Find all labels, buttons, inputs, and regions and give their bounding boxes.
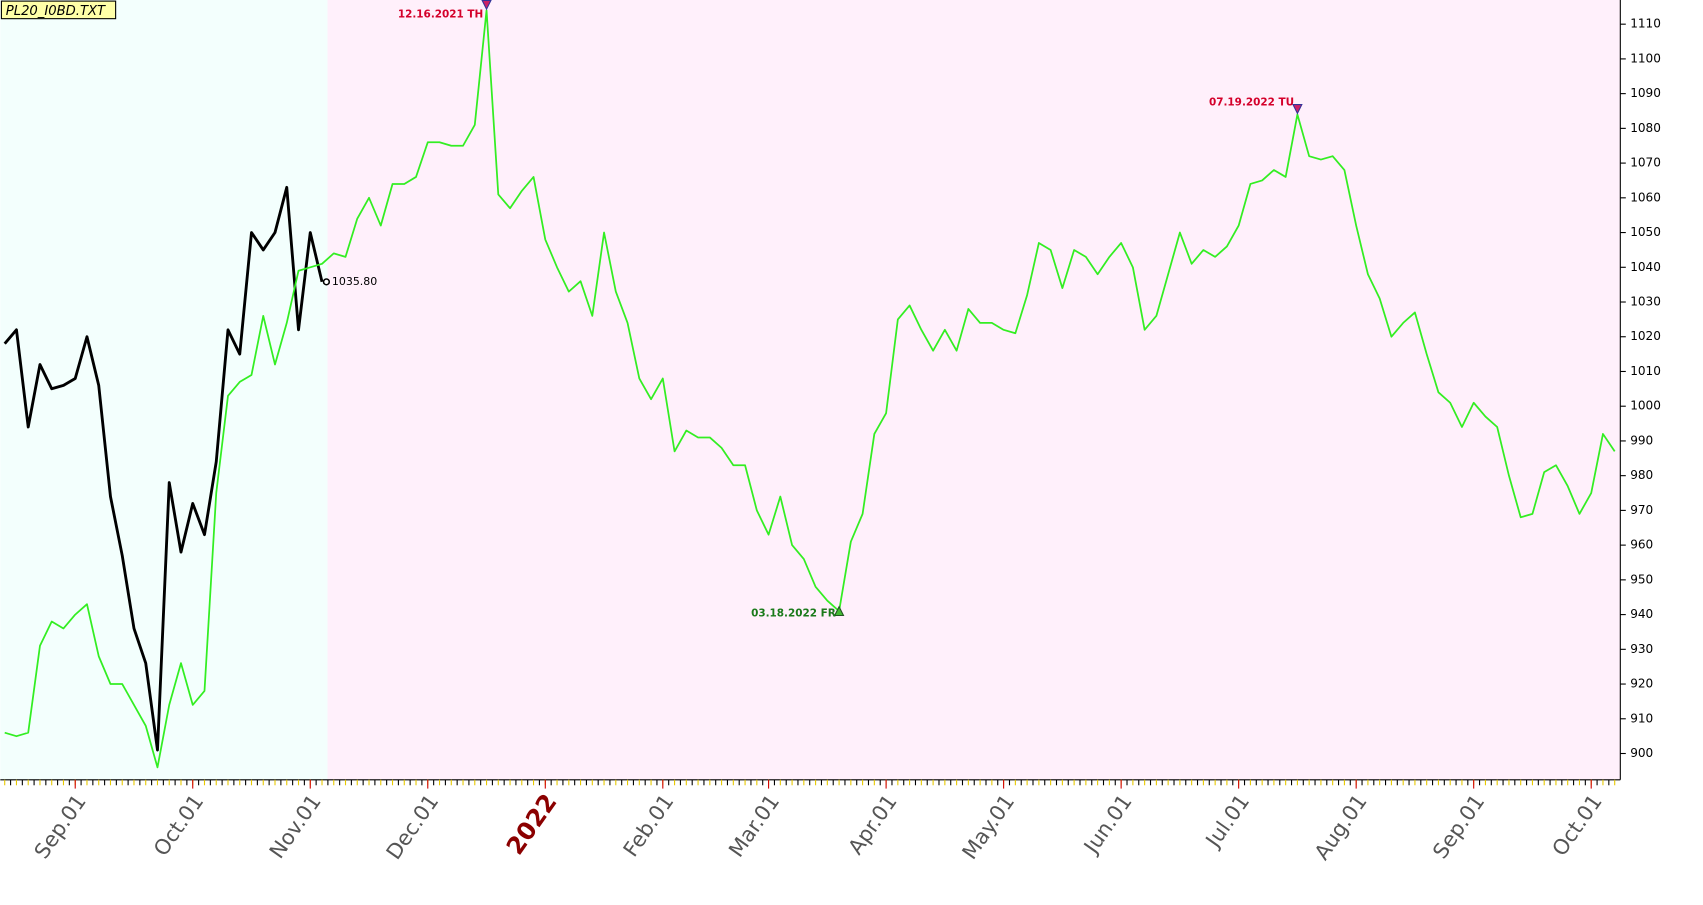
y-tick-label: 1030	[1630, 295, 1661, 309]
y-tick-label: 1050	[1630, 225, 1661, 239]
y-tick-label: 920	[1630, 677, 1653, 691]
x-tick-label: May.01	[957, 790, 1019, 864]
turn-marker	[833, 605, 845, 617]
x-tick-label: Oct.01	[149, 790, 208, 860]
y-tick-label: 1070	[1630, 156, 1661, 170]
x-tick-label: Nov.01	[265, 790, 326, 863]
x-tick-label: Sep.01	[30, 790, 91, 863]
end-point	[322, 278, 331, 286]
y-tick-label: 1100	[1630, 51, 1661, 65]
y-tick-label: 940	[1630, 607, 1653, 621]
y-tick-label: 1110	[1630, 17, 1661, 31]
x-tick-label: Apr.01	[843, 790, 901, 859]
y-tick-label: 1020	[1630, 329, 1661, 343]
y-tick-label: 930	[1630, 642, 1653, 656]
x-tick-label: Oct.01	[1547, 790, 1606, 860]
projection-region	[327, 0, 1621, 780]
series-line	[4, 9, 1616, 769]
background	[0, 0, 1621, 780]
history-region	[0, 0, 328, 780]
x-tick-label: Jul.01	[1200, 790, 1254, 853]
x-year-label: 2022	[501, 789, 563, 860]
x-tick-label: Sep.01	[1428, 790, 1489, 863]
title-box	[0, 0, 117, 20]
turn-marker	[481, 0, 492, 11]
x-tick-label: Aug.01	[1310, 790, 1372, 864]
x-tick-label: Feb.01	[619, 790, 679, 861]
series-line	[3, 185, 324, 752]
y-tick-label: 970	[1630, 503, 1653, 517]
turn-label: 12.16.2021 TH	[398, 8, 483, 20]
y-tick-label: 1010	[1630, 364, 1661, 378]
x-tick-label: Dec.01	[382, 790, 444, 864]
chart-title: PL20_I0BD.TXT	[6, 4, 106, 19]
y-tick-label: 1080	[1630, 121, 1661, 135]
x-tick-label: Mar.01	[724, 790, 784, 862]
turn-label: 07.19.2022 TU	[1209, 96, 1294, 108]
x-tick-label: Jun.01	[1078, 790, 1137, 859]
y-tick-label: 990	[1630, 433, 1653, 447]
turn-label: 03.18.2022 FR	[751, 607, 836, 619]
y-tick-label: 950	[1630, 572, 1653, 586]
value-label: 1035.80	[332, 275, 377, 288]
turn-marker	[1292, 104, 1303, 115]
y-tick-label: 960	[1630, 538, 1653, 552]
y-tick-label: 910	[1630, 711, 1653, 725]
y-tick-label: 980	[1630, 468, 1653, 482]
y-tick-label: 1090	[1630, 86, 1661, 100]
y-tick-label: 1040	[1630, 260, 1661, 274]
y-tick-label: 1000	[1630, 399, 1661, 413]
y-tick-label: 1060	[1630, 190, 1661, 204]
y-tick-label: 900	[1630, 746, 1653, 760]
